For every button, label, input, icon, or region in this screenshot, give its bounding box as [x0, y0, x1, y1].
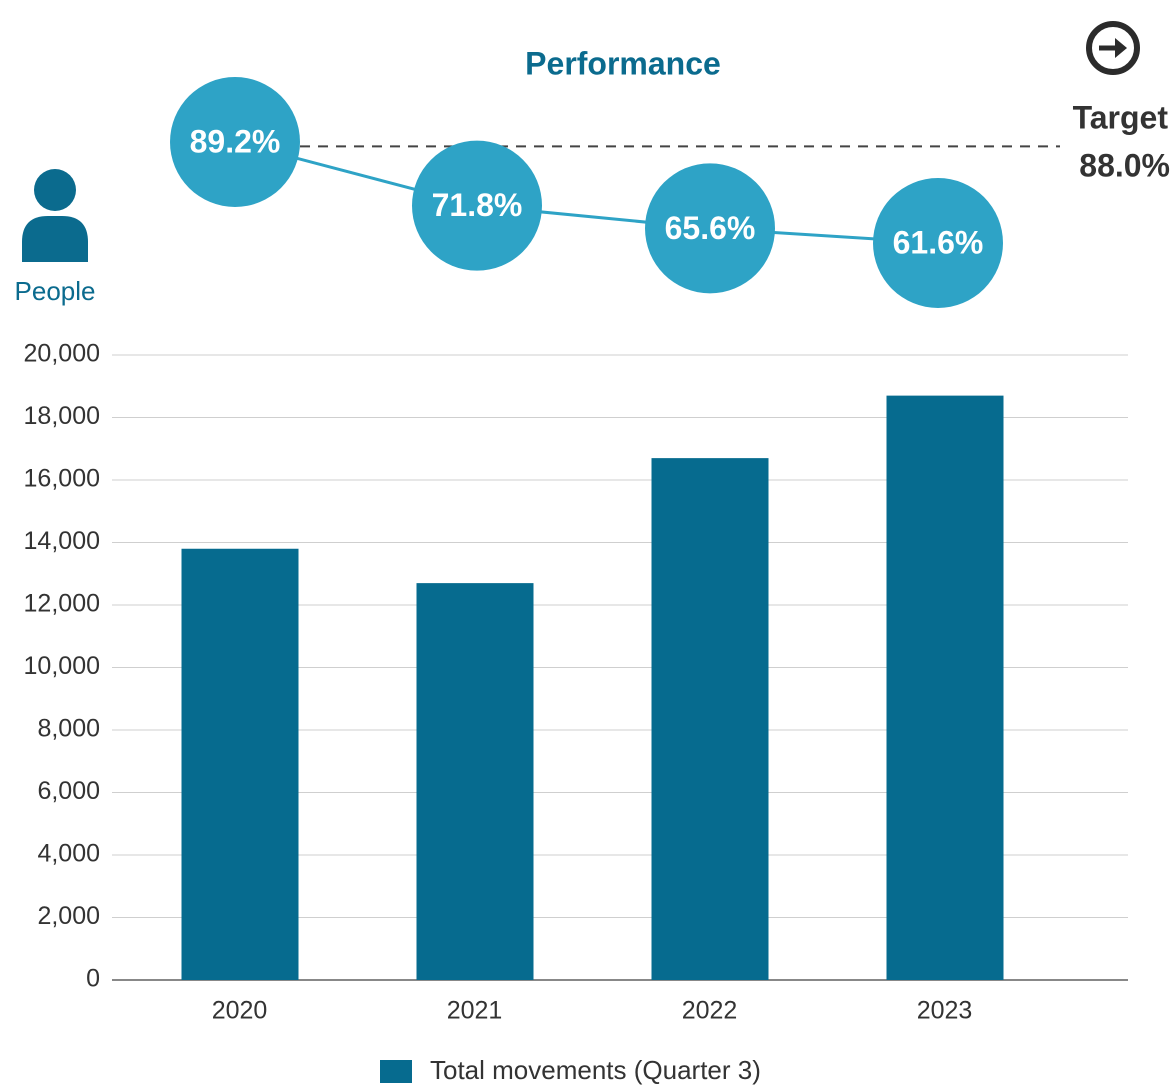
y-tick-label: 16,000 — [24, 465, 100, 493]
performance-label: 65.6% — [665, 210, 756, 246]
y-tick-label: 10,000 — [24, 652, 100, 680]
performance-circle — [873, 178, 1003, 308]
y-tick-label: 18,000 — [24, 402, 100, 430]
performance-circle — [645, 163, 775, 294]
x-tick-label: 2021 — [447, 997, 503, 1025]
x-tick-label: 2020 — [212, 997, 268, 1025]
x-tick-label: 2023 — [917, 997, 973, 1025]
y-tick-label: 0 — [86, 965, 100, 993]
y-tick-label: 8,000 — [37, 715, 100, 743]
bar — [651, 458, 769, 980]
x-tick-label: 2022 — [682, 997, 738, 1025]
y-tick-label: 4,000 — [37, 840, 100, 868]
performance-label: 89.2% — [190, 123, 281, 159]
performance-label: 61.6% — [893, 224, 984, 260]
target-value: 88.0% — [1079, 147, 1170, 183]
y-tick-label: 2,000 — [37, 902, 100, 930]
person-icon — [22, 169, 88, 262]
target-label: Target — [1073, 99, 1169, 135]
bar — [181, 548, 299, 980]
y-tick-label: 14,000 — [24, 527, 100, 555]
bar — [886, 395, 1004, 980]
y-axis-label: People — [15, 276, 96, 306]
performance-circle — [170, 77, 300, 207]
legend-swatch — [380, 1060, 412, 1083]
performance-label: 71.8% — [432, 187, 523, 223]
legend-label: Total movements (Quarter 3) — [430, 1055, 761, 1085]
y-tick-label: 20,000 — [24, 340, 100, 368]
chart-title: Performance — [525, 45, 721, 81]
performance-line — [234, 140, 939, 245]
y-tick-label: 6,000 — [37, 777, 100, 805]
arrow-icon — [1086, 21, 1140, 75]
y-tick-label: 12,000 — [24, 590, 100, 618]
performance-circle — [412, 140, 542, 271]
bar — [416, 583, 534, 980]
